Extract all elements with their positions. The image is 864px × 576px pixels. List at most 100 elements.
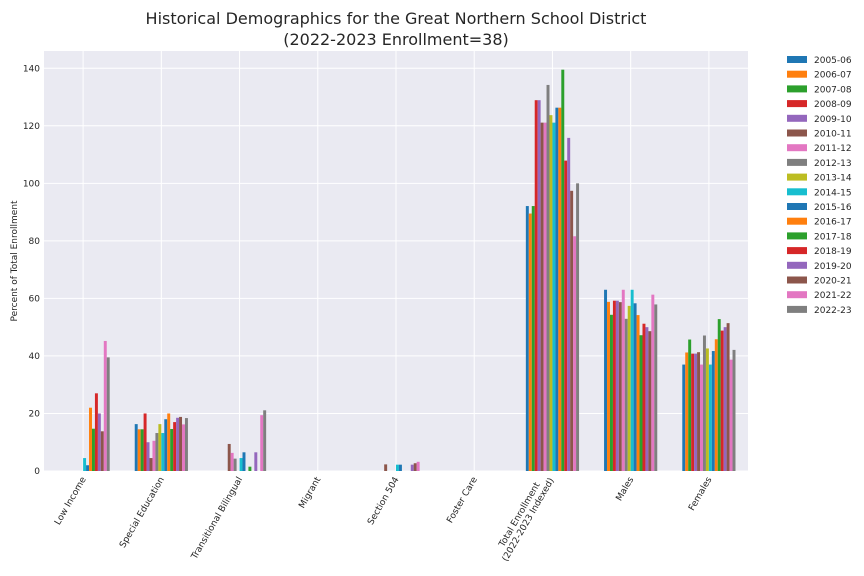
bar [573, 236, 577, 471]
legend-swatch [787, 158, 807, 166]
bar [83, 458, 87, 471]
bar [618, 302, 622, 471]
bar [134, 424, 138, 471]
legend-swatch [787, 129, 807, 137]
bars-group [83, 69, 736, 472]
bar [242, 452, 246, 471]
bar [140, 429, 144, 471]
legend-label: 2008-09 [814, 100, 852, 110]
bar [239, 458, 243, 471]
bar [694, 353, 698, 471]
bar [396, 464, 399, 471]
bar [170, 429, 174, 471]
bar [685, 352, 689, 471]
y-tick-label: 120 [23, 122, 40, 132]
legend-swatch [787, 203, 807, 210]
x-tick-label: Migrant [297, 475, 323, 510]
bar [729, 359, 733, 471]
legend-swatch [787, 56, 807, 63]
bar [561, 69, 565, 471]
bar [164, 419, 168, 471]
bar [184, 418, 188, 471]
bar [615, 300, 619, 471]
bar [254, 452, 258, 471]
bar [176, 417, 180, 471]
bar [708, 364, 712, 471]
legend-label: 2012-13 [814, 159, 852, 169]
bar [691, 353, 695, 471]
legend-label: 2018-19 [814, 247, 852, 257]
bar [182, 424, 185, 471]
x-tick-label: Total Enrollment(2022-2023 Indexed) [492, 471, 557, 563]
bar [137, 429, 141, 471]
bar [639, 335, 643, 471]
bar [167, 413, 171, 471]
bar [682, 364, 686, 471]
bar [555, 107, 559, 471]
y-tick-label: 0 [34, 467, 40, 477]
bar [103, 340, 107, 471]
x-tick-label: Females [687, 475, 714, 513]
bar [155, 433, 159, 471]
bar [651, 294, 655, 471]
legend-label: 2011-12 [814, 144, 852, 154]
bar [630, 289, 634, 471]
legend-swatch [787, 100, 807, 108]
legend-label: 2016-17 [814, 218, 852, 228]
bar [143, 413, 147, 471]
bar [149, 458, 153, 471]
legend-label: 2014-15 [814, 188, 852, 198]
y-tick-label: 20 [29, 409, 41, 419]
bar [688, 339, 692, 471]
bar [410, 464, 414, 471]
bar [642, 323, 646, 471]
legend-swatch [787, 144, 807, 152]
bar [702, 335, 706, 471]
bar [711, 351, 715, 471]
chart-title-line-2: (2022-2023 Enrollment=38) [283, 30, 509, 49]
bar [624, 318, 628, 471]
y-tick-label: 60 [29, 294, 41, 304]
bar [621, 289, 625, 471]
bar [612, 300, 616, 471]
legend-swatch [787, 276, 807, 284]
bar [534, 100, 538, 472]
legend-label: 2021-22 [814, 291, 852, 301]
bar [627, 305, 631, 471]
bar [726, 323, 730, 471]
bar [720, 330, 724, 471]
bar [528, 213, 532, 471]
bar [540, 122, 544, 472]
bar [91, 428, 95, 471]
legend: 2005-06 2006-07 2007-08 2008-09 2009-10 2010-… [787, 56, 852, 316]
legend-label: 2007-08 [814, 85, 852, 95]
bar [714, 339, 718, 471]
bar [100, 431, 104, 471]
bar [94, 393, 98, 471]
bar [531, 206, 535, 471]
y-tick-label: 40 [29, 352, 41, 362]
bar [604, 289, 608, 471]
bar [525, 206, 529, 471]
bar [636, 315, 640, 471]
bar [648, 331, 652, 471]
bar [89, 407, 92, 471]
x-tick-label: Transitional Bilingual [189, 476, 245, 563]
bar [700, 364, 703, 471]
legend-swatch [787, 173, 807, 181]
y-tick-label: 100 [23, 179, 40, 189]
chart-title-line-1: Historical Demographics for the Great No… [146, 9, 647, 28]
legend-label: 2006-07 [814, 71, 852, 81]
y-tick-label: 140 [23, 64, 40, 74]
legend-label: 2017-18 [814, 232, 852, 242]
legend-label: 2005-06 [814, 56, 852, 66]
legend-swatch [787, 188, 807, 196]
legend-label: 2015-16 [814, 203, 852, 213]
legend-label: 2010-11 [814, 130, 852, 140]
legend-label: 2019-20 [814, 262, 852, 272]
x-tick-label: Low Income [53, 475, 89, 527]
legend-swatch [787, 232, 807, 240]
bar [567, 137, 571, 471]
legend-swatch [787, 247, 807, 255]
